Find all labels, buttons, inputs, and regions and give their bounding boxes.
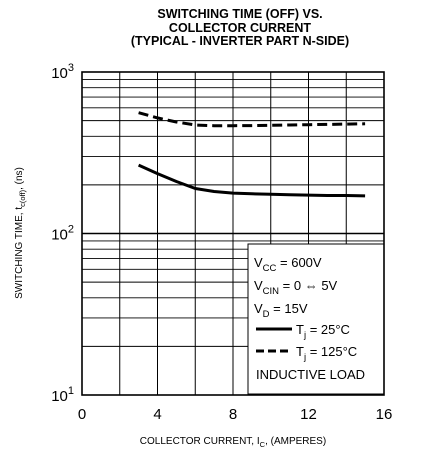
legend-note: INDUCTIVE LOAD bbox=[256, 367, 365, 382]
x-tick-label: 16 bbox=[376, 406, 393, 423]
legend-box bbox=[248, 244, 384, 394]
y-tick-label: 102 bbox=[51, 224, 74, 244]
y-tick-label: 101 bbox=[51, 385, 74, 405]
chart-title-line-2: COLLECTOR CURRENT bbox=[168, 20, 312, 35]
grid bbox=[82, 72, 384, 395]
legend-condition-vd: VD = 15V bbox=[254, 301, 308, 320]
chart-title-line-1: SWITCHING TIME (OFF) VS. bbox=[157, 7, 323, 21]
x-axis-label: COLLECTOR CURRENT, IC, (AMPERES) bbox=[140, 436, 326, 449]
chart-title-line-3: (TYPICAL - INVERTER PART N-SIDE) bbox=[130, 34, 350, 48]
legend: VCC = 600V VCIN = 0 ⇔ 5V VD = 15V Tj = 2… bbox=[247, 243, 385, 395]
y-tick-label: 103 bbox=[51, 62, 74, 82]
x-tick-label: 12 bbox=[300, 406, 317, 423]
legend-condition-vcc: VCC = 600V bbox=[254, 255, 322, 274]
series-line-25c bbox=[137, 163, 366, 198]
series-layer bbox=[137, 111, 366, 198]
y-tick-labels: 101 102 103 bbox=[51, 62, 74, 405]
x-tick-labels: 0 4 8 12 16 bbox=[78, 406, 393, 423]
x-tick-label: 8 bbox=[229, 406, 237, 423]
chart-title: SWITCHING TIME (OFF) VS. COLLECTOR CURRE… bbox=[0, 7, 422, 49]
legend-condition-vcin: VCIN = 0 ⇔ 5V bbox=[254, 278, 338, 297]
x-tick-label: 4 bbox=[153, 406, 161, 423]
series-line-125c bbox=[138, 111, 366, 128]
x-tick-label: 0 bbox=[78, 406, 86, 423]
legend-entry-25c: Tj = 25°C bbox=[296, 322, 350, 341]
y-axis-label: SWITCHING TIME, tc(off), (ns) bbox=[14, 167, 27, 299]
plot-frame bbox=[81, 71, 385, 396]
legend-entry-125c: Tj = 125°C bbox=[296, 344, 357, 363]
